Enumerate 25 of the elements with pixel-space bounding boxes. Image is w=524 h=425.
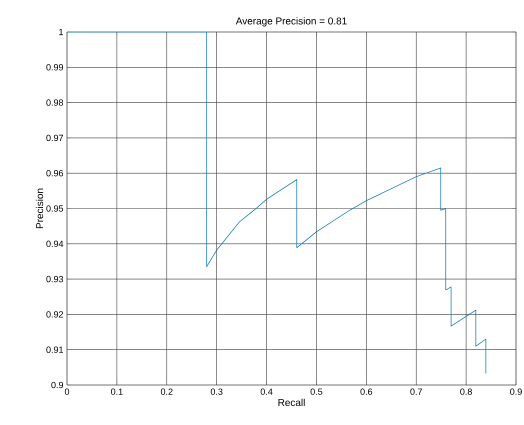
y-tick-label: 0.98	[46, 99, 64, 106]
x-tick-label: 0.7	[410, 388, 422, 395]
x-tick-label: 0.3	[210, 388, 223, 395]
y-tick-label: 0.99	[46, 64, 64, 70]
line-series	[67, 32, 486, 374]
x-tick-label: 0.8	[460, 388, 472, 395]
x-tick-label: 0.5	[310, 388, 322, 395]
x-tick-label: 0.6	[360, 388, 372, 395]
y-tick-label: 1	[59, 28, 64, 36]
y-tick-label: 0.9	[51, 382, 64, 388]
y-tick-label: 0.96	[46, 170, 64, 176]
x-tick-label: 0.9	[510, 388, 522, 395]
x-tick-label: 0.2	[160, 388, 173, 395]
x-tick-label: 0.4	[260, 388, 273, 395]
y-axis-title: Precision	[36, 188, 44, 228]
y-tick-label: 0.92	[46, 311, 64, 318]
x-tick-label: 0.1	[111, 388, 123, 395]
x-tick-label: 0	[64, 388, 70, 395]
y-tick-label: 0.94	[46, 240, 64, 247]
chart-title: Average Precision = 0.81	[236, 17, 347, 26]
x-axis-title: Recall	[278, 398, 305, 406]
y-tick-label: 0.95	[46, 205, 64, 212]
y-tick-label: 0.97	[46, 134, 64, 142]
y-tick-label: 0.93	[46, 276, 64, 282]
y-tick-label: 0.91	[46, 346, 64, 353]
